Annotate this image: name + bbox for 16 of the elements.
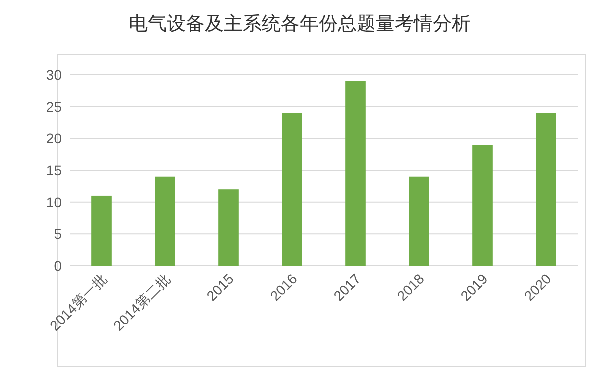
y-tick-label: 10 bbox=[46, 194, 62, 210]
bar bbox=[346, 81, 366, 266]
chart-title: 电气设备及主系统各年份总题量考情分析 bbox=[129, 13, 471, 35]
y-tick-label: 30 bbox=[46, 67, 62, 83]
bar bbox=[282, 113, 302, 266]
bar bbox=[155, 176, 176, 266]
bar bbox=[409, 176, 430, 266]
y-tick-label: 15 bbox=[46, 162, 62, 178]
y-tick-label: 25 bbox=[46, 98, 62, 115]
y-tick-label: 5 bbox=[54, 226, 62, 242]
bar bbox=[536, 113, 556, 266]
bar bbox=[472, 145, 493, 266]
bar bbox=[218, 190, 239, 266]
y-tick-label: 0 bbox=[54, 258, 62, 274]
bar bbox=[92, 196, 112, 266]
y-tick-label: 20 bbox=[46, 130, 62, 147]
